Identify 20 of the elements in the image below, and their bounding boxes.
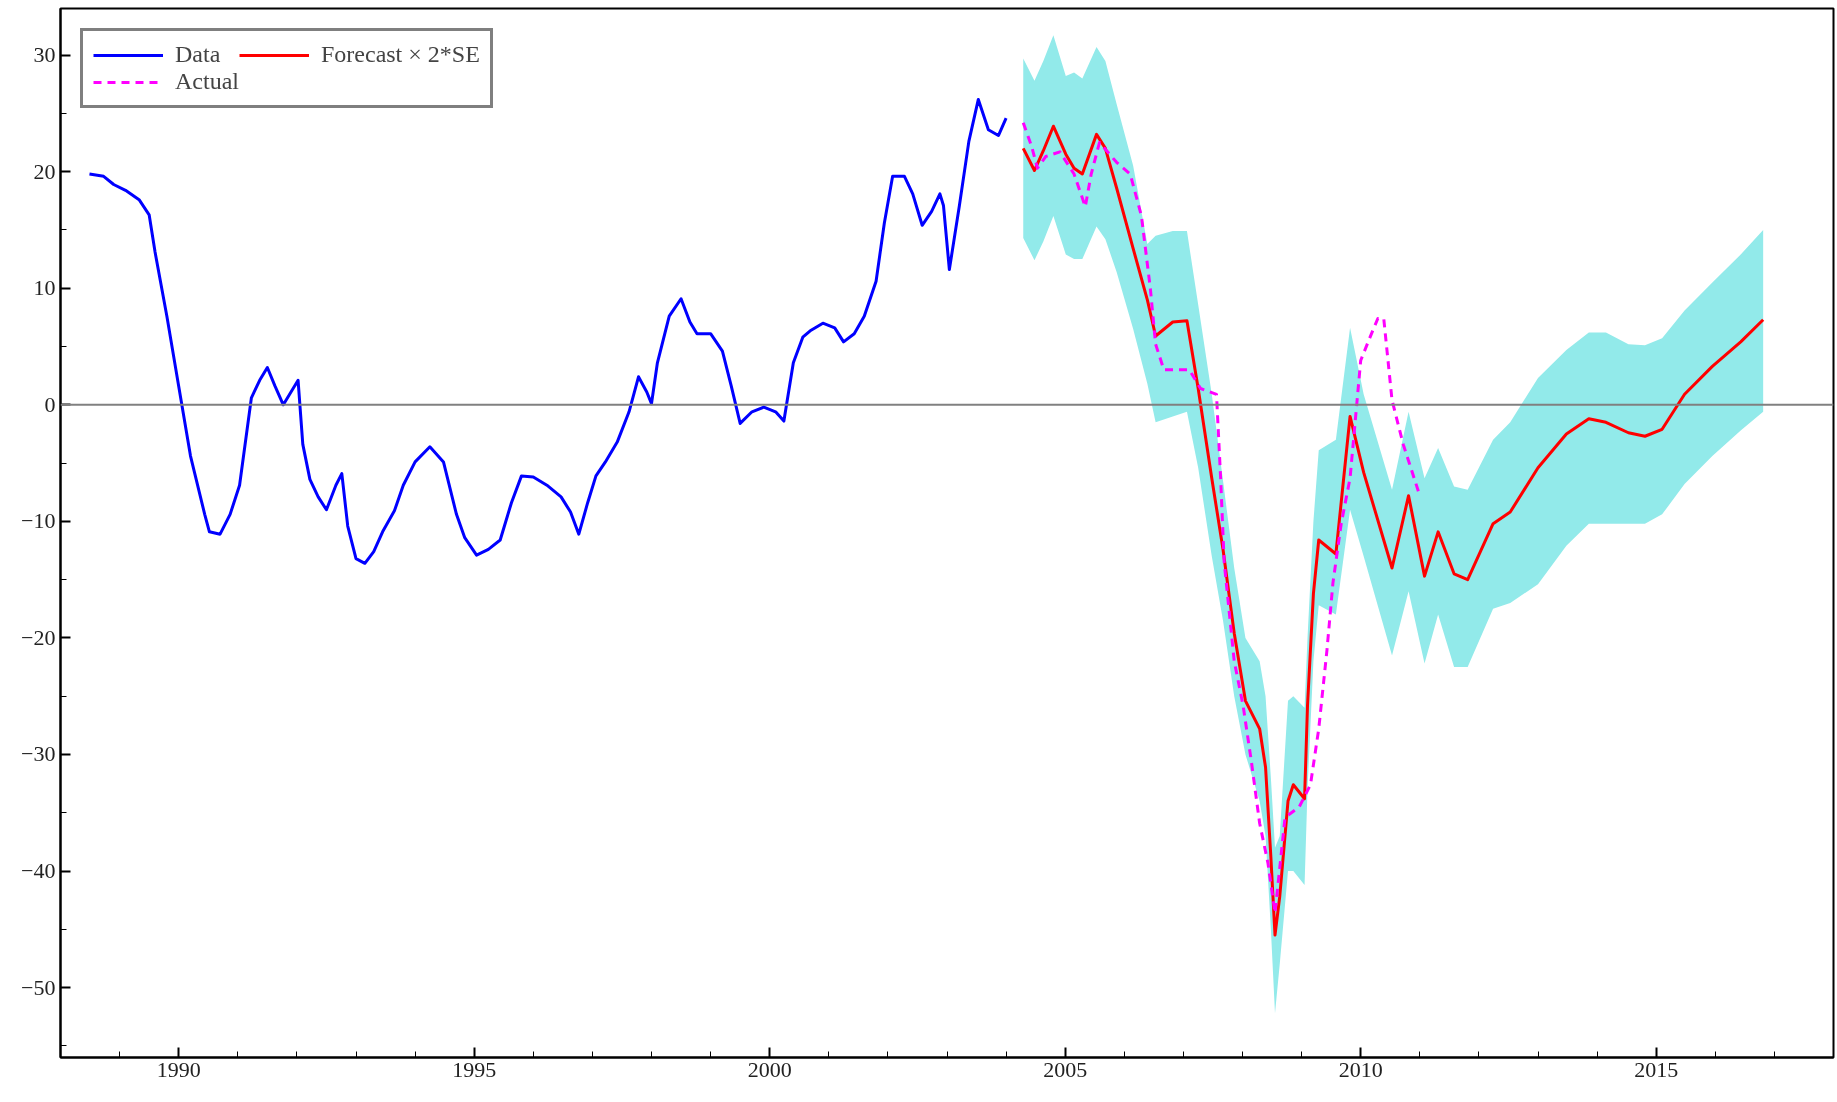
x-tick-label: 2015 xyxy=(1634,1056,1679,1082)
x-tick-label: 2000 xyxy=(747,1056,792,1082)
legend-label: Forecast × 2*SE xyxy=(320,41,480,68)
line-series xyxy=(87,97,1008,565)
y-tick-label: 10 xyxy=(33,275,56,301)
y-tick-label: 0 xyxy=(44,391,56,417)
x-tick-label: 1990 xyxy=(156,1056,201,1082)
line-series xyxy=(1021,124,1765,937)
x-tick-label: 2010 xyxy=(1338,1056,1383,1082)
y-tick-label: −10 xyxy=(21,508,56,534)
y-tick-label: 30 xyxy=(33,42,56,68)
y-tick-label: −40 xyxy=(21,858,56,884)
x-tick-label: 2005 xyxy=(1043,1056,1088,1082)
y-tick-label: 20 xyxy=(33,158,56,184)
y-tick-label: −20 xyxy=(21,624,56,650)
y-tick-label: −30 xyxy=(21,741,56,767)
legend-label: Actual xyxy=(175,68,239,95)
y-tick-label: −50 xyxy=(21,974,56,1000)
x-tick-label: 1995 xyxy=(452,1056,497,1082)
legend-label: Data xyxy=(175,41,221,68)
